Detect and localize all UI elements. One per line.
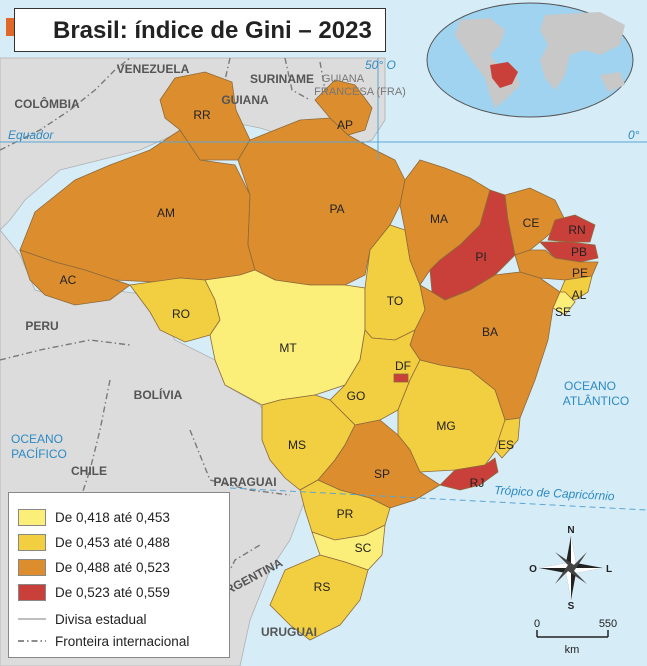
state-label-sp: SP (374, 467, 390, 481)
ocean-label-pacifico-1: OCEANO (11, 432, 63, 446)
legend-item-class1: De 0,418 até 0,453 (18, 507, 170, 527)
state-label-pa: PA (329, 202, 344, 216)
compass-o: O (529, 564, 537, 575)
state-label-mt: MT (279, 341, 297, 355)
state-label-ce: CE (523, 216, 540, 230)
state-label-al: AL (572, 288, 587, 302)
state-label-pe: PE (572, 266, 588, 280)
country-label-peru: PERU (25, 319, 58, 333)
country-label-suriname: SURINAME (250, 72, 314, 86)
legend-swatch-class2 (18, 534, 46, 551)
state-label-pi: PI (475, 250, 486, 264)
legend-item-class4: De 0,523 até 0,559 (18, 582, 170, 602)
state-label-rs: RS (314, 580, 331, 594)
legend: De 0,418 até 0,453 De 0,453 até 0,488 De… (8, 492, 230, 658)
state-label-pb: PB (571, 245, 587, 259)
legend-item-class3: De 0,488 até 0,523 (18, 557, 170, 577)
legend-label-class1: De 0,418 até 0,453 (55, 510, 170, 525)
state-label-ba: BA (482, 325, 498, 339)
legend-swatch-class3 (18, 559, 46, 576)
title-box: Brasil: índice de Gini – 2023 (14, 8, 386, 52)
legend-item-fronteira: Fronteira internacional (18, 631, 189, 651)
country-label-chile: CHILE (71, 464, 107, 478)
state-label-rn: RN (568, 223, 585, 237)
country-label-venezuela: VENEZUELA (117, 62, 190, 76)
equator-label: Equador (8, 128, 54, 142)
state-label-pr: PR (337, 507, 354, 521)
compass-s: S (568, 601, 575, 612)
state-df (394, 374, 408, 382)
state-label-rj: RJ (470, 476, 485, 490)
legend-label-class4: De 0,523 até 0,559 (55, 585, 170, 600)
legend-item-class2: De 0,453 até 0,488 (18, 532, 170, 552)
country-label-bolivia: BOLÍVIA (134, 387, 183, 402)
scale-label-km: km (565, 644, 580, 656)
legend-label-class2: De 0,453 até 0,488 (55, 535, 170, 550)
state-label-sc: SC (355, 541, 372, 555)
guiana-francesa-line2: FRANCESA (FRA) (314, 86, 406, 98)
state-label-df: DF (395, 359, 411, 373)
country-label-colombia: COLÔMBIA (14, 96, 80, 111)
state-label-es: ES (498, 438, 514, 452)
state-label-am: AM (157, 206, 175, 220)
legend-label-fronteira: Fronteira internacional (55, 634, 189, 649)
scale-label-550: 550 (599, 618, 617, 630)
state-label-ro: RO (172, 307, 190, 321)
locator-globe (427, 3, 633, 117)
state-label-ap: AP (337, 118, 353, 132)
ocean-label-atlantico-2: ATLÂNTICO (563, 393, 629, 408)
legend-divisa-symbol (18, 614, 46, 624)
state-label-go: GO (347, 389, 366, 403)
legend-fronteira-symbol (18, 636, 46, 646)
state-label-rr: RR (193, 108, 211, 122)
ocean-label-pacifico-2: PACÍFICO (11, 446, 67, 461)
legend-item-divisa: Divisa estadual (18, 609, 147, 629)
country-label-paraguai: PARAGUAI (213, 475, 276, 489)
meridian-50-label: 50° O (365, 58, 396, 72)
ocean-label-atlantico-1: OCEANO (564, 379, 616, 393)
country-label-uruguai: URUGUAI (261, 625, 317, 639)
state-mt (205, 270, 365, 405)
guiana-francesa-line1: GUIANA (322, 73, 365, 85)
compass-n: N (567, 525, 574, 536)
state-label-ms: MS (288, 438, 306, 452)
state-label-to: TO (387, 294, 403, 308)
country-label-guiana: GUIANA (221, 93, 269, 107)
state-label-ac: AC (60, 273, 77, 287)
zero-degree-label: 0° (628, 128, 640, 142)
state-label-ma: MA (430, 212, 448, 226)
state-label-mg: MG (436, 419, 455, 433)
legend-swatch-class1 (18, 509, 46, 526)
map-title: Brasil: índice de Gini – 2023 (53, 17, 372, 45)
compass-l: L (606, 564, 612, 575)
scale-label-zero: 0 (534, 618, 540, 630)
legend-label-divisa: Divisa estadual (55, 612, 147, 627)
state-label-se: SE (555, 305, 571, 319)
legend-label-class3: De 0,488 até 0,523 (55, 560, 170, 575)
legend-swatch-class4 (18, 584, 46, 601)
